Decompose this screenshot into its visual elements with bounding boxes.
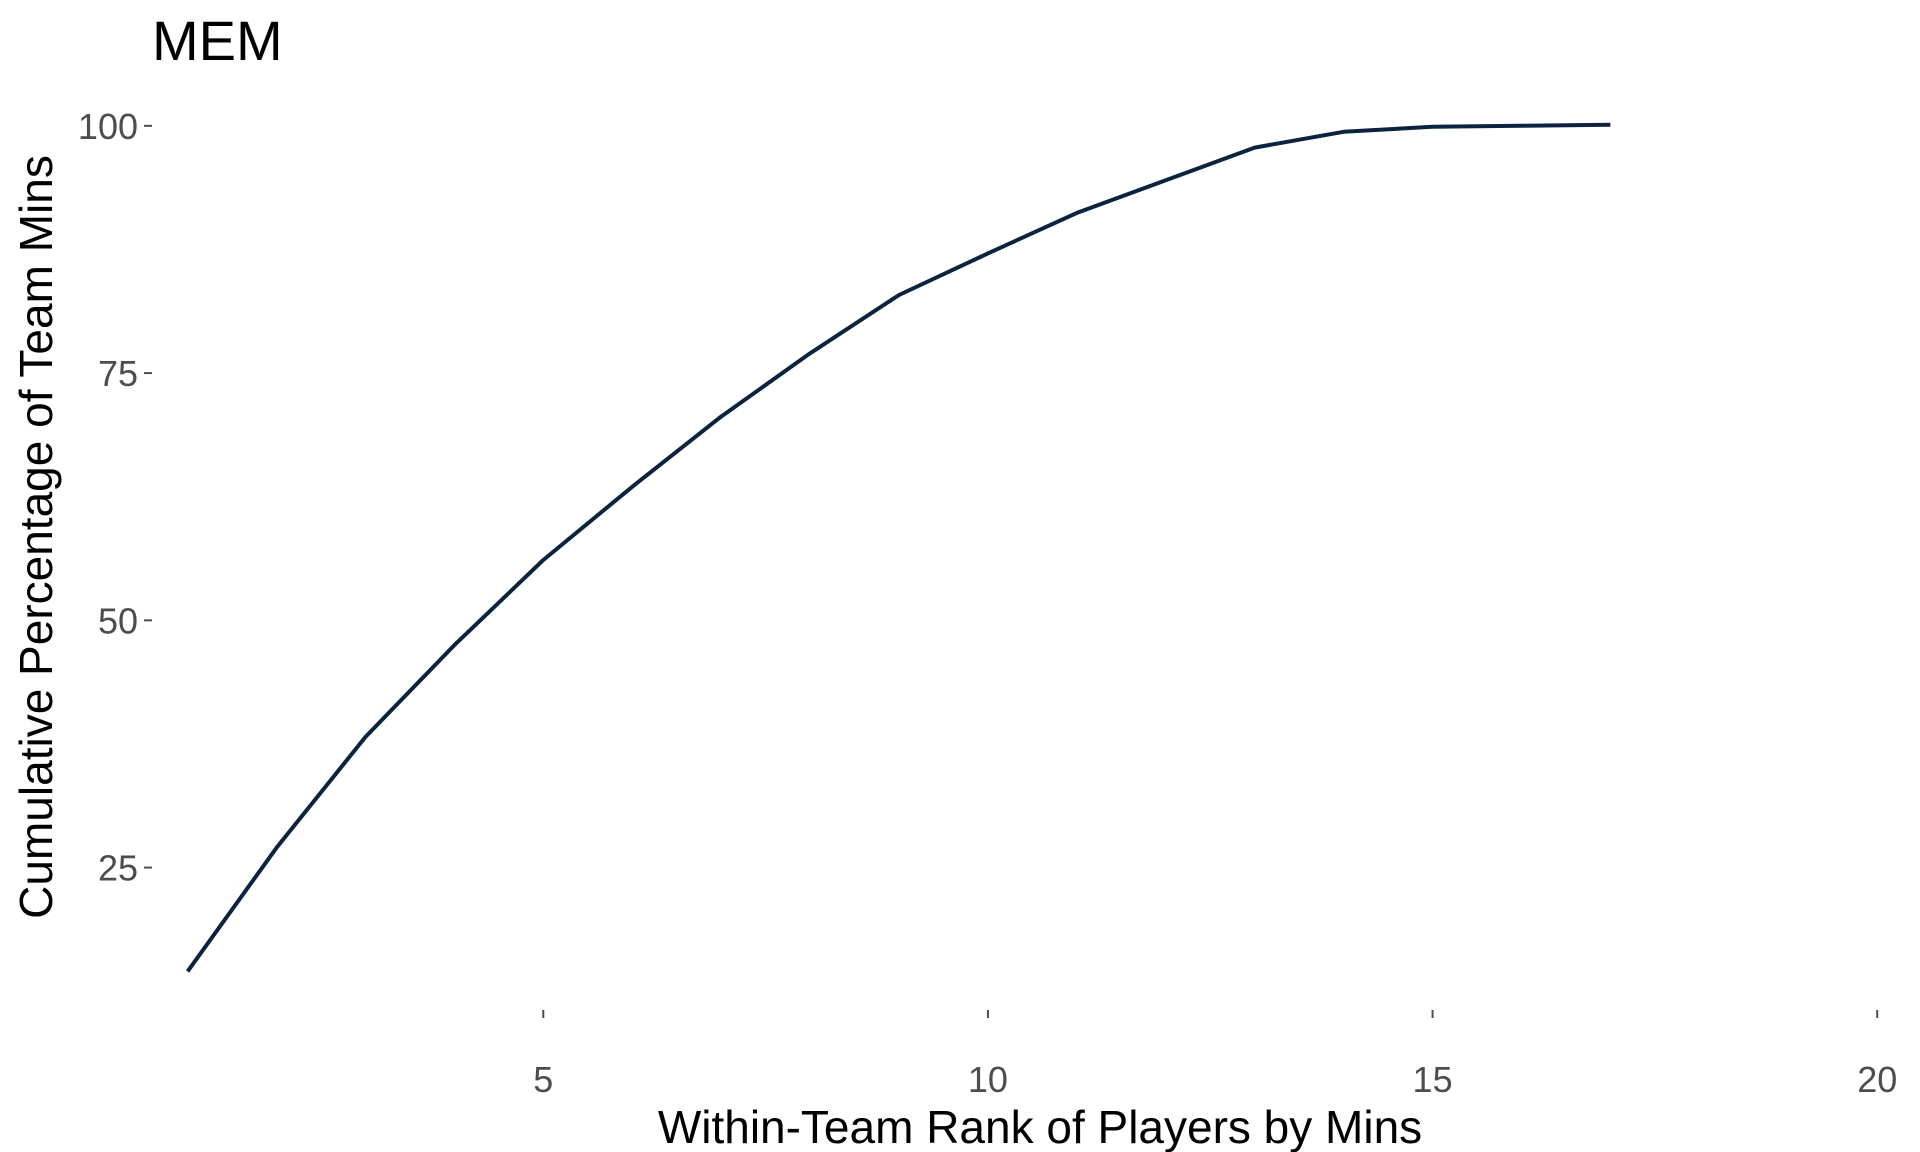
plot-area — [185, 122, 1611, 973]
y-tick-label: 100 — [78, 106, 138, 147]
x-tick-label: 15 — [1413, 1059, 1453, 1100]
x-axis-title: Within-Team Rank of Players by Mins — [658, 1101, 1422, 1152]
x-tick-label: 20 — [1857, 1059, 1897, 1100]
y-tick-label: 75 — [98, 353, 138, 394]
y-tick-label: 50 — [98, 600, 138, 641]
y-axis-title: Cumulative Percentage of Team Mins — [10, 155, 62, 919]
x-axis: 5 10 15 20 — [533, 1010, 1897, 1100]
series-line — [185, 122, 1611, 973]
x-tick-label: 10 — [968, 1059, 1008, 1100]
y-tick-label: 25 — [98, 848, 138, 889]
chart-title: MEM — [152, 9, 283, 72]
y-axis: 25 50 75 100 — [78, 106, 152, 889]
x-tick-label: 5 — [533, 1059, 553, 1100]
